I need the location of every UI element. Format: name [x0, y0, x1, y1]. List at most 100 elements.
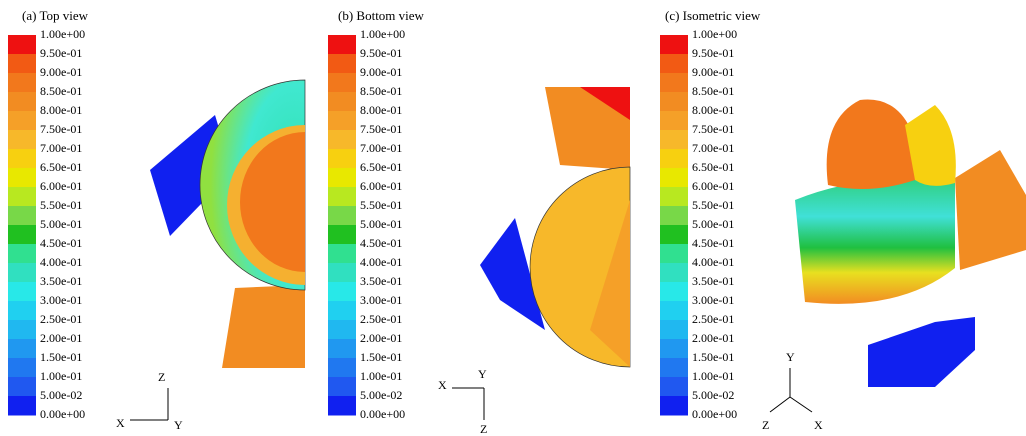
colorbar-band	[8, 54, 36, 74]
colorbar-label: 8.00e-01	[40, 103, 82, 117]
panel-title: (a) Top view	[22, 8, 89, 23]
colorbar-label: 7.50e-01	[360, 122, 402, 136]
colorbar-band	[660, 320, 688, 340]
colorbar-band	[660, 263, 688, 283]
colorbar-label: 1.00e-01	[692, 369, 734, 383]
colorbar-band	[328, 168, 356, 188]
axis-label: X	[814, 418, 823, 432]
colorbar-band	[328, 187, 356, 207]
colorbar-label: 3.50e-01	[360, 274, 402, 288]
colorbar-band	[8, 130, 36, 150]
colorbar-band	[660, 301, 688, 321]
colorbar-label: 7.00e-01	[692, 141, 734, 155]
colorbar-band	[328, 282, 356, 302]
colorbar-label: 7.00e-01	[40, 141, 82, 155]
colorbar-label: 1.00e+00	[40, 27, 85, 41]
colorbar-label: 5.00e-02	[40, 388, 82, 402]
colorbar-label: 2.50e-01	[692, 312, 734, 326]
colorbar-band	[8, 396, 36, 416]
colorbar-label: 0.00e+00	[40, 407, 85, 421]
colorbar-band	[328, 206, 356, 226]
colorbar-band	[660, 358, 688, 378]
colorbar-band	[8, 168, 36, 188]
colorbar-label: 9.50e-01	[692, 46, 734, 60]
colorbar-label: 1.00e+00	[360, 27, 405, 41]
colorbar-label: 4.00e-01	[360, 255, 402, 269]
axis-label: Y	[174, 418, 183, 432]
colorbar-band	[660, 187, 688, 207]
colorbar-label: 6.00e-01	[40, 179, 82, 193]
colorbar-label: 3.00e-01	[692, 293, 734, 307]
colorbar-label: 3.50e-01	[692, 274, 734, 288]
colorbar-label: 5.00e-02	[692, 388, 734, 402]
colorbar-band	[660, 35, 688, 55]
colorbar-label: 4.00e-01	[692, 255, 734, 269]
colorbar-label: 6.50e-01	[360, 160, 402, 174]
colorbar-band	[660, 149, 688, 169]
colorbar-band	[328, 73, 356, 93]
colorbar-band	[660, 168, 688, 188]
colorbar-band	[8, 35, 36, 55]
colorbar-label: 9.50e-01	[360, 46, 402, 60]
colorbar-band	[660, 111, 688, 131]
colorbar-band	[328, 320, 356, 340]
colorbar-label: 1.00e-01	[40, 369, 82, 383]
colorbar-label: 7.00e-01	[360, 141, 402, 155]
colorbar-band	[8, 111, 36, 131]
colorbar-label: 4.00e-01	[40, 255, 82, 269]
colorbar-label: 7.50e-01	[692, 122, 734, 136]
colorbar-band	[8, 377, 36, 397]
colorbar-label: 5.00e-02	[360, 388, 402, 402]
colorbar-band	[660, 54, 688, 74]
colorbar-band	[8, 149, 36, 169]
colorbar-band	[660, 244, 688, 264]
model-isometric-view	[795, 99, 1026, 387]
axis-label: Z	[158, 370, 165, 384]
colorbar-label: 5.00e-01	[360, 217, 402, 231]
colorbar-label: 1.00e+00	[692, 27, 737, 41]
axis-label: X	[438, 378, 447, 392]
colorbar-label: 1.50e-01	[692, 350, 734, 364]
colorbar-label: 2.00e-01	[40, 331, 82, 345]
colorbar-label: 2.00e-01	[692, 331, 734, 345]
colorbar-label: 3.50e-01	[40, 274, 82, 288]
colorbar-band	[660, 206, 688, 226]
colorbar-label: 1.00e-01	[360, 369, 402, 383]
colorbar-band	[660, 225, 688, 245]
colorbar-label: 5.00e-01	[40, 217, 82, 231]
colorbar-band	[328, 149, 356, 169]
colorbar-band	[328, 111, 356, 131]
colorbar-band	[8, 301, 36, 321]
colorbar-label: 8.50e-01	[692, 84, 734, 98]
colorbar-band	[660, 282, 688, 302]
colorbar-label: 9.00e-01	[360, 65, 402, 79]
colorbar-label: 8.00e-01	[692, 103, 734, 117]
axis-label: Y	[786, 350, 795, 364]
colorbar-label: 9.50e-01	[40, 46, 82, 60]
colorbar-band	[8, 206, 36, 226]
colorbar-band	[8, 225, 36, 245]
colorbar-label: 5.50e-01	[40, 198, 82, 212]
model-bottom-view	[480, 87, 631, 368]
colorbar-label: 1.50e-01	[40, 350, 82, 364]
colorbar-label: 3.00e-01	[40, 293, 82, 307]
axis-label: Z	[762, 418, 769, 432]
colorbar-band	[8, 187, 36, 207]
colorbar-band	[328, 263, 356, 283]
colorbar-label: 0.00e+00	[360, 407, 405, 421]
colorbar-band	[8, 263, 36, 283]
colorbar-band	[328, 301, 356, 321]
colorbar-band	[660, 130, 688, 150]
model-top-view	[150, 79, 306, 368]
colorbar-band	[328, 244, 356, 264]
axis-label: Y	[478, 367, 487, 381]
colorbar-label: 2.00e-01	[360, 331, 402, 345]
colorbar-label: 2.50e-01	[40, 312, 82, 326]
colorbar-band	[8, 244, 36, 264]
colorbar-band	[660, 73, 688, 93]
colorbar-band	[8, 320, 36, 340]
colorbar-band	[8, 339, 36, 359]
colorbar-label: 9.00e-01	[692, 65, 734, 79]
colorbar-band	[660, 396, 688, 416]
